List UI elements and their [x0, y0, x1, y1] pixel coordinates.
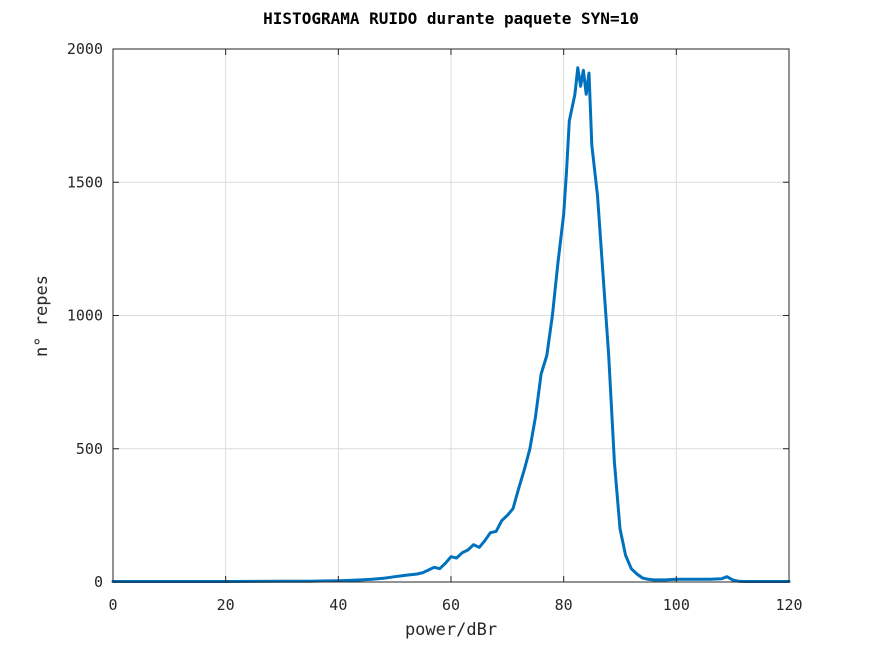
- y-tick-label: 1500: [67, 173, 103, 191]
- y-tick-labels: 0 500 1000 1500 2000: [67, 40, 103, 591]
- series-layer: [111, 66, 791, 583]
- y-axis-label: n° repes: [32, 275, 52, 357]
- x-tick-label: 120: [775, 596, 802, 614]
- x-tick-label: 60: [442, 596, 460, 614]
- y-tick-label: 500: [76, 440, 103, 458]
- chart-title: HISTOGRAMA RUIDO durante paquete SYN=10: [263, 9, 639, 28]
- series-line-0: [111, 66, 791, 583]
- y-tick-label: 2000: [67, 40, 103, 58]
- x-tick-label: 80: [555, 596, 573, 614]
- y-tick-label: 0: [94, 573, 103, 591]
- x-tick-label: 40: [329, 596, 347, 614]
- x-tick-labels: 0 20 40 60 80 100 120: [108, 596, 802, 614]
- x-axis-label: power/dBr: [405, 620, 497, 640]
- y-tick-label: 1000: [67, 307, 103, 325]
- x-tick-label: 0: [108, 596, 117, 614]
- x-tick-label: 20: [217, 596, 235, 614]
- tick-marks: [112, 48, 790, 583]
- x-tick-label: 100: [663, 596, 690, 614]
